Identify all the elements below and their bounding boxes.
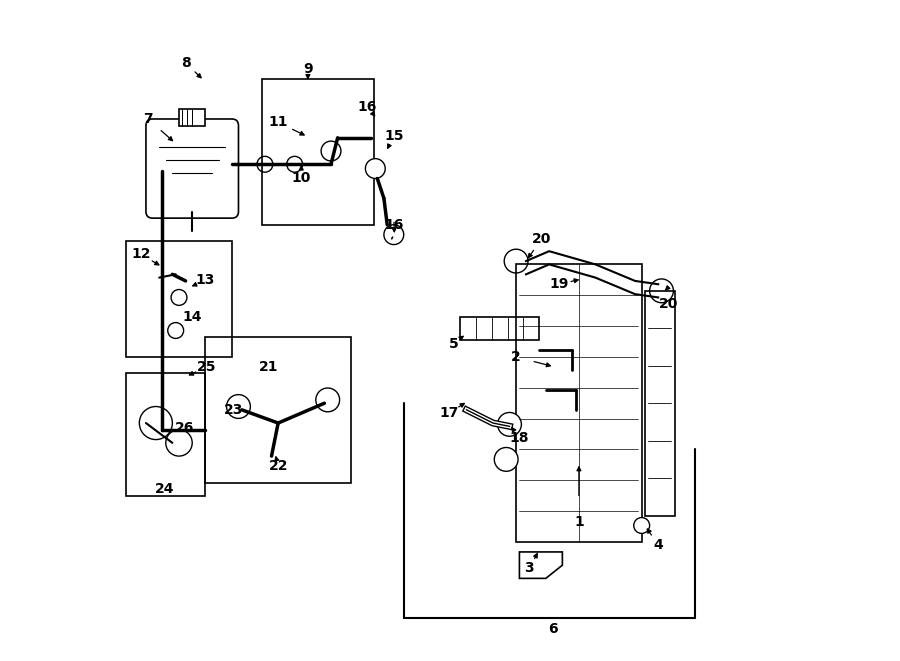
Text: 8: 8 xyxy=(181,56,191,70)
Circle shape xyxy=(287,156,302,172)
Bar xyxy=(126,373,205,496)
Text: 20: 20 xyxy=(532,232,551,247)
Text: 14: 14 xyxy=(183,310,202,325)
Text: 2: 2 xyxy=(511,350,521,364)
FancyBboxPatch shape xyxy=(146,119,238,218)
Text: 18: 18 xyxy=(509,431,529,446)
Text: 1: 1 xyxy=(574,515,584,529)
Bar xyxy=(126,241,232,357)
Text: 10: 10 xyxy=(292,171,311,186)
Circle shape xyxy=(316,388,339,412)
Text: 13: 13 xyxy=(195,273,215,288)
Circle shape xyxy=(227,395,250,418)
Text: 25: 25 xyxy=(197,360,217,374)
Text: 6: 6 xyxy=(547,622,557,637)
Circle shape xyxy=(498,412,521,436)
Text: 12: 12 xyxy=(131,247,151,262)
Circle shape xyxy=(321,141,341,161)
Bar xyxy=(179,109,205,126)
Bar xyxy=(645,291,675,516)
Text: 15: 15 xyxy=(384,128,403,143)
Text: 21: 21 xyxy=(258,360,278,374)
Text: 16: 16 xyxy=(384,217,403,232)
Circle shape xyxy=(384,225,404,245)
Bar xyxy=(205,337,351,483)
Text: 16: 16 xyxy=(357,100,377,114)
Circle shape xyxy=(494,447,518,471)
Circle shape xyxy=(166,430,193,456)
Bar xyxy=(460,317,539,340)
Text: 19: 19 xyxy=(549,277,569,292)
Circle shape xyxy=(650,279,673,303)
Circle shape xyxy=(365,159,385,178)
Bar xyxy=(516,264,642,542)
Text: 20: 20 xyxy=(659,297,678,311)
Text: 24: 24 xyxy=(155,482,175,496)
Text: 22: 22 xyxy=(268,459,288,473)
Circle shape xyxy=(504,249,528,273)
Text: 17: 17 xyxy=(439,406,458,420)
Circle shape xyxy=(140,407,173,440)
Text: 3: 3 xyxy=(525,561,534,576)
Text: 4: 4 xyxy=(653,538,663,553)
Bar xyxy=(262,79,374,225)
Polygon shape xyxy=(519,552,562,578)
Text: 5: 5 xyxy=(448,336,458,351)
Text: 7: 7 xyxy=(143,112,153,126)
Text: 9: 9 xyxy=(303,62,312,77)
Circle shape xyxy=(634,518,650,533)
Circle shape xyxy=(257,156,273,172)
Circle shape xyxy=(171,290,187,305)
Circle shape xyxy=(167,323,184,338)
Text: 26: 26 xyxy=(175,421,194,436)
Text: 11: 11 xyxy=(268,115,288,130)
Text: 23: 23 xyxy=(223,403,243,417)
